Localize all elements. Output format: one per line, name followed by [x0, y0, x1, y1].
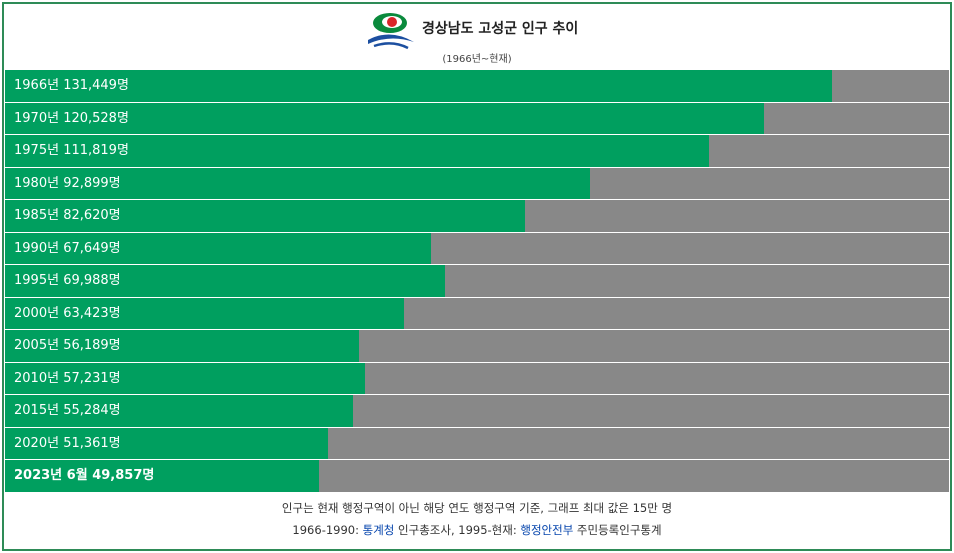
bar	[5, 460, 319, 492]
bar-label: 1995년 69,988명	[14, 265, 121, 297]
category-label: 2005년	[14, 338, 60, 353]
bar	[5, 427, 329, 459]
category-label: 2010년	[14, 370, 60, 386]
category-label: 2020년	[14, 435, 60, 451]
category-label: 2023년 6월	[14, 468, 88, 483]
bar-list: 1966년 131,449명 1970년 120,528명 1975년 111,81…	[5, 70, 949, 493]
bar-row: 1970년 120,528명	[5, 102, 949, 135]
value-label: 67,649명	[63, 240, 121, 256]
bar-row: 2000년 63,423명	[5, 297, 949, 330]
value-label: 55,284명	[63, 403, 121, 418]
category-label: 2000년	[14, 305, 60, 321]
value-label: 57,231명	[63, 370, 121, 386]
bar-label: 2005년 56,189명	[14, 330, 121, 362]
source-text: 주민등록인구통계	[573, 523, 662, 537]
bar	[5, 265, 446, 297]
bar	[5, 102, 764, 134]
category-label: 2015년	[14, 403, 60, 418]
bar-row: 1980년 92,899명	[5, 167, 949, 200]
category-label: 1995년	[14, 273, 60, 288]
bar-row: 1985년 82,620명	[5, 200, 949, 232]
category-label: 1990년	[14, 240, 60, 256]
bar	[5, 297, 405, 329]
bar-label: 2023년 6월 49,857명	[14, 460, 154, 492]
bar-row: 1990년 67,649명	[5, 232, 949, 265]
bar	[5, 135, 709, 167]
bar	[5, 70, 833, 102]
value-label: 51,361명	[63, 435, 121, 451]
bar-row: 2010년 57,231명	[5, 362, 949, 395]
header: 경상남도 고성군 인구 추이 (1966년~현재)	[4, 4, 950, 70]
bar-row: 2020년 51,361명	[5, 427, 949, 460]
value-label: 69,988명	[63, 273, 121, 288]
bar	[5, 167, 590, 199]
bar-label: 1985년 82,620명	[14, 200, 121, 232]
value-label: 82,620명	[63, 208, 121, 223]
bar-label: 2000년 63,423명	[14, 298, 121, 330]
source-link[interactable]: 행정안전부	[520, 523, 574, 537]
bar	[5, 232, 431, 264]
bar-row: 1995년 69,988명	[5, 265, 949, 297]
bar-row: 2023년 6월 49,857명	[5, 460, 949, 492]
bar	[5, 330, 359, 362]
category-label: 1970년	[14, 110, 60, 126]
category-label: 1966년	[14, 78, 60, 93]
source-text: 1966-1990:	[292, 523, 363, 537]
bar	[5, 362, 366, 394]
bar-label: 1970년 120,528명	[14, 103, 129, 135]
value-label: 131,449명	[63, 78, 129, 93]
value-label: 56,189명	[63, 338, 121, 353]
footer: 인구는 현재 행정구역이 아닌 해당 연도 행정구역 기준, 그래프 최대 값은…	[4, 500, 950, 544]
value-label: 120,528명	[63, 110, 129, 126]
chart-subtitle: (1966년~현재)	[442, 54, 512, 65]
bar-label: 2010년 57,231명	[14, 363, 121, 395]
source-text: 인구총조사, 1995-현재:	[394, 523, 521, 537]
source-link[interactable]: 통계청	[362, 523, 395, 537]
category-label: 1975년	[14, 143, 60, 158]
bar-label: 1980년 92,899명	[14, 168, 121, 200]
bar-label: 2020년 51,361명	[14, 428, 121, 460]
bar	[5, 200, 525, 232]
category-label: 1980년	[14, 175, 60, 191]
bar-label: 1990년 67,649명	[14, 233, 121, 265]
bar-label: 1975년 111,819명	[14, 135, 129, 167]
value-label: 63,423명	[63, 305, 121, 321]
bar	[5, 395, 353, 427]
note: 인구는 현재 행정구역이 아닌 해당 연도 행정구역 기준, 그래프 최대 값은…	[281, 501, 673, 515]
value-label: 92,899명	[63, 175, 121, 191]
bar-row: 2015년 55,284명	[5, 395, 949, 427]
bar-label: 2015년 55,284명	[14, 395, 121, 427]
source: 1966-1990: 통계청 인구총조사, 1995-현재: 행정안전부 주민등…	[4, 522, 950, 538]
chart-title: 경상남도 고성군 인구 추이	[422, 21, 579, 37]
bar-row: 2005년 56,189명	[5, 330, 949, 362]
category-label: 1985년	[14, 208, 60, 223]
bar-row: 1975년 111,819명	[5, 135, 949, 167]
value-label: 111,819명	[63, 143, 129, 158]
value-label: 49,857명	[92, 468, 155, 483]
bar-row: 1966년 131,449명	[5, 70, 949, 102]
logo	[368, 13, 414, 50]
bar-label: 1966년 131,449명	[14, 70, 129, 102]
